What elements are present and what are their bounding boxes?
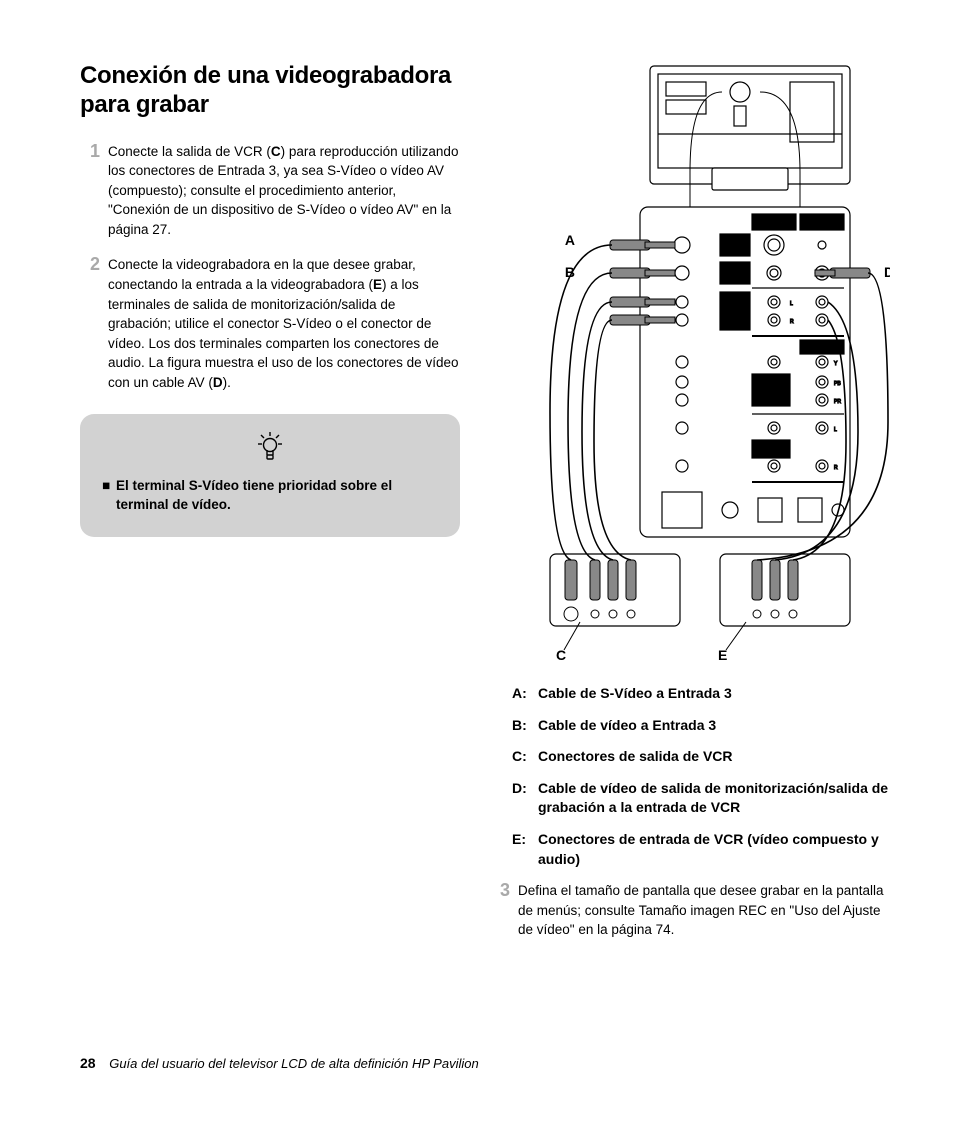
step-body: Conecte la videograbadora en la que dese… <box>108 255 460 392</box>
legend-key: E: <box>512 830 538 869</box>
step-body: Conecte la salida de VCR (C) para reprod… <box>108 142 460 240</box>
diagram-label-a: A <box>565 232 575 248</box>
legend-list: A: Cable de S-Vídeo a Entrada 3 B: Cable… <box>490 684 890 869</box>
text: ). <box>223 375 231 390</box>
step-3: 3 Defina el tamaño de pantalla que desee… <box>490 881 890 940</box>
page-number: 28 <box>80 1055 96 1071</box>
label-input3: INPUT 3 <box>764 221 783 227</box>
svg-text:NENT: NENT <box>764 392 778 398</box>
svg-text:R: R <box>790 319 794 325</box>
text: Conecte la salida de VCR ( <box>108 144 271 159</box>
connector-panel-icon: INPUT 3 MONITOR OUT / REC OUT S-VIDEO VI… <box>640 207 850 537</box>
svg-text:AUDIO: AUDIO <box>763 448 779 454</box>
connection-diagram: INPUT 3 MONITOR OUT / REC OUT S-VIDEO VI… <box>490 62 890 672</box>
legend-value: Cable de S-Vídeo a Entrada 3 <box>538 684 890 704</box>
label-audio: AUDIO <box>727 309 743 315</box>
legend-item-c: C: Conectores de salida de VCR <box>512 747 890 767</box>
legend-key: C: <box>512 747 538 767</box>
diagram-label-d: D <box>884 264 890 280</box>
ref-c: C <box>271 144 281 159</box>
svg-text:L: L <box>834 427 837 433</box>
label-svideo: S-VIDEO <box>725 243 746 249</box>
page-title: Conexión de una videograbadora para grab… <box>80 62 460 120</box>
ref-e: E <box>373 277 382 292</box>
svg-text:/ REC OUT: / REC OUT <box>812 224 833 229</box>
tip-box: ■ El terminal S-Vídeo tiene prioridad so… <box>80 414 460 537</box>
legend-item-a: A: Cable de S-Vídeo a Entrada 3 <box>512 684 890 704</box>
bullet-icon: ■ <box>102 477 116 515</box>
label-monitor-out: MONITOR OUT <box>808 218 837 223</box>
step-number: 2 <box>80 255 108 392</box>
step-number: 3 <box>490 881 518 940</box>
step-2: 2 Conecte la videograbadora en la que de… <box>80 255 460 392</box>
svg-text:PR: PR <box>834 399 841 405</box>
step-body: Defina el tamaño de pantalla que desee g… <box>518 881 890 940</box>
svg-text:L: L <box>790 301 793 307</box>
svg-text:COMPO: COMPO <box>762 384 781 390</box>
tip-text: El terminal S-Vídeo tiene prioridad sobr… <box>116 477 438 515</box>
legend-value: Conectores de salida de VCR <box>538 747 890 767</box>
page-footer: 28 Guía del usuario del televisor LCD de… <box>80 1055 479 1071</box>
lightbulb-icon <box>102 432 438 467</box>
legend-value: Cable de vídeo de salida de monitorizaci… <box>538 779 890 818</box>
text: Conecte la videograbadora en la que dese… <box>108 257 416 292</box>
diagram-label-b: B <box>565 264 575 280</box>
legend-value: Conectores de entrada de VCR (vídeo comp… <box>538 830 890 869</box>
legend-value: Cable de vídeo a Entrada 3 <box>538 716 890 736</box>
tv-rear-icon <box>650 66 850 190</box>
footer-title: Guía del usuario del televisor LCD de al… <box>109 1056 479 1071</box>
legend-key: D: <box>512 779 538 818</box>
legend-item-d: D: Cable de vídeo de salida de monitoriz… <box>512 779 890 818</box>
ref-d: D <box>213 375 223 390</box>
svg-text:PB: PB <box>834 381 841 387</box>
step-number: 1 <box>80 142 108 240</box>
legend-item-e: E: Conectores de entrada de VCR (vídeo c… <box>512 830 890 869</box>
text: ) a los terminales de salida de monitori… <box>108 277 458 390</box>
legend-key: B: <box>512 716 538 736</box>
cable-plug-right <box>815 268 870 278</box>
svg-text:R: R <box>834 465 838 471</box>
legend-key: A: <box>512 684 538 704</box>
legend-item-b: B: Cable de vídeo a Entrada 3 <box>512 716 890 736</box>
step-1: 1 Conecte la salida de VCR (C) para repr… <box>80 142 460 240</box>
label-video: VIDEO <box>727 271 743 277</box>
label-input2: INPUT 2 <box>812 346 831 352</box>
